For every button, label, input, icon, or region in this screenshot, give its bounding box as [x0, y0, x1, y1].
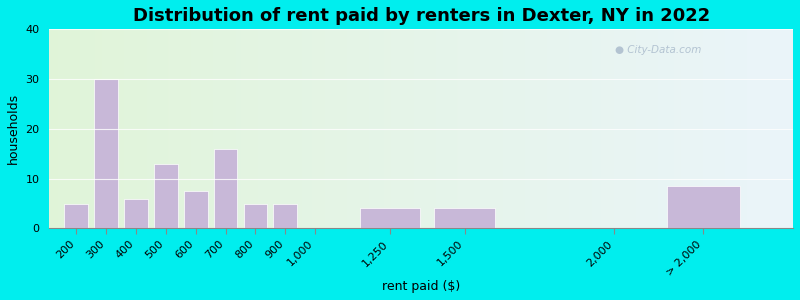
Bar	[244, 203, 267, 228]
Y-axis label: households: households	[7, 93, 20, 164]
Bar	[65, 203, 88, 228]
Text: ● City-Data.com: ● City-Data.com	[614, 45, 701, 55]
X-axis label: rent paid ($): rent paid ($)	[382, 280, 460, 293]
Bar	[360, 208, 420, 228]
Bar	[274, 203, 297, 228]
Bar	[184, 191, 207, 228]
Title: Distribution of rent paid by renters in Dexter, NY in 2022: Distribution of rent paid by renters in …	[133, 7, 710, 25]
Bar	[666, 186, 740, 228]
Bar	[154, 164, 178, 228]
Bar	[434, 208, 494, 228]
Bar	[124, 199, 148, 228]
Bar	[214, 149, 238, 228]
Bar	[94, 79, 118, 228]
